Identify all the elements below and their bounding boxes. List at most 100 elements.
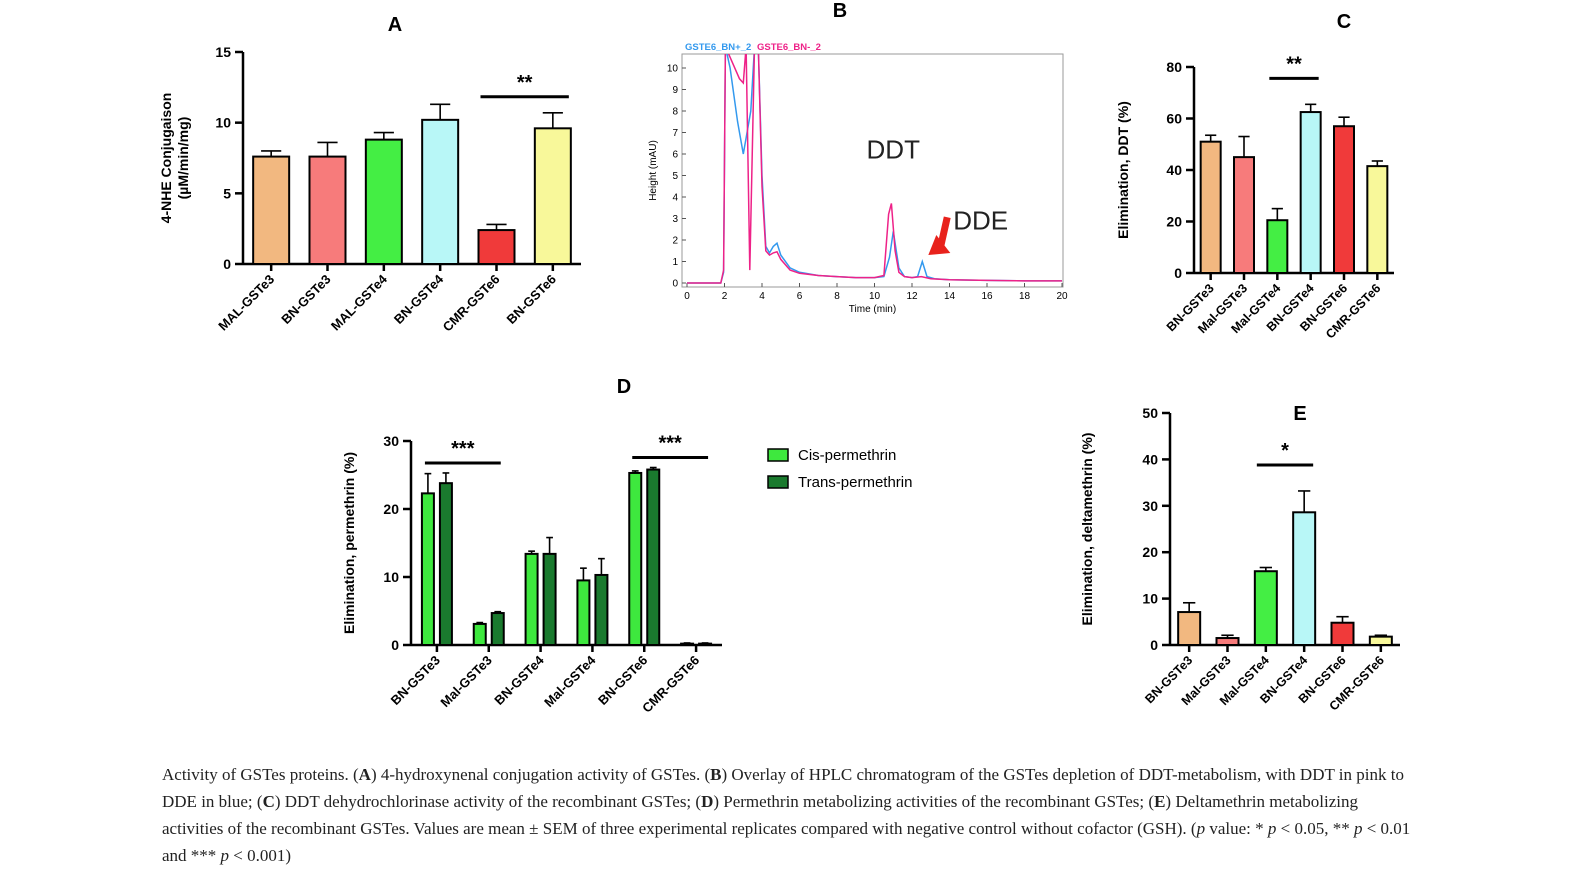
caption-panel-ref: A [358,765,371,784]
bar [1199,140,1222,274]
caption-panel-ref: D [701,792,714,811]
caption-text: ) Permethrin metabolizing activities of … [713,792,1155,811]
arrow-head [928,235,951,256]
y-tick-label: 5 [223,185,231,201]
plot-frame [681,53,1064,288]
panel-letter-b: B [833,0,847,22]
significance-label: *** [451,438,475,460]
y-tick-label: 20 [1166,214,1182,230]
y-tick-label: 40 [1142,451,1158,467]
y-axis-label: 4-NHE Conjugaison [158,93,174,224]
caption-panel-ref: E [1154,792,1166,811]
bar [1333,125,1355,274]
x-tick-label: 16 [981,291,993,302]
bar [1253,570,1278,646]
caption-text: ) Overlay of HPLC chromatogram of the GS… [162,765,1404,811]
y-tick-label: 7 [672,128,678,139]
y-tick-label: 0 [672,279,678,290]
bar [364,138,403,265]
y-tick-label: 10 [667,64,679,75]
bar [252,155,291,265]
category-label: BN-GSTe3 [388,653,443,708]
bar [1366,165,1389,274]
y-tick-label: 0 [223,256,231,272]
bar [1233,156,1255,274]
significance-label: *** [658,433,682,455]
y-tick-label: 0 [1174,265,1182,281]
x-tick-label: 0 [684,291,690,302]
x-tick-label: 20 [1056,291,1068,302]
panel-d-chart: 0 10 20 30 Elimination, permethrin (%) BN-GST… [341,433,912,716]
legend-swatch [767,448,789,462]
y-tick-label: 3 [672,214,678,225]
significance-label: * [1281,440,1289,462]
bar [576,579,591,647]
caption-text: ) DDT dehydrochlorinase activity of the … [274,792,702,811]
x-tick-label: 2 [722,291,728,302]
caption-p-symbol: p [220,846,230,865]
y-tick-label: 10 [383,569,399,585]
caption-p-symbol: p [1196,819,1206,838]
category-label: MAL-GSTe4 [328,271,391,334]
bar [490,612,505,646]
caption-panel-ref: B [710,765,722,784]
y-tick-label: 10 [1142,591,1158,607]
y-tick-label: 2 [672,236,678,247]
bar [1299,111,1322,274]
panel-letter-e: E [1293,403,1306,425]
y-tick-label: 0 [1150,637,1158,653]
caption-panel-ref: C [262,792,275,811]
y-tick-label: 20 [383,501,399,517]
bar [477,229,516,265]
bar [698,642,713,647]
caption-text: < 0.05, ** [1276,819,1354,838]
y-tick-label: 10 [215,115,231,131]
caption-text: value: * [1205,819,1268,838]
panel-letter-a: A [388,14,402,36]
category-label: BN-GSTe6 [595,653,650,708]
bar [1368,635,1393,647]
x-tick-label: 12 [906,291,918,302]
caption-text: ) Deltamethrin metabolizing activities o… [162,792,1359,838]
y-tick-label: 40 [1166,162,1182,178]
y-tick-label: 8 [672,107,678,118]
panel-a-chart: 0 5 10 15 4-NHE Conjugaison (µM/min/mg) MAL-GS… [158,44,581,335]
category-label: BN-GSTe6 [504,272,559,327]
category-label: CMR-GSTe6 [440,272,503,335]
bar [1266,219,1289,274]
y-tick-label: 80 [1166,59,1182,75]
y-axis-label: Elimination, permethrin (%) [341,452,357,634]
bar [628,471,643,646]
bar [421,118,460,265]
y-axis-label: Elimination, DDT (%) [1115,101,1131,239]
bar [1215,637,1240,646]
legend-label: Trans-permethrin [798,474,912,491]
y-tick-label: 0 [391,637,399,653]
y-tick-label: 5 [672,171,678,182]
bar [533,127,572,265]
bar [308,155,347,265]
bar [438,482,453,646]
bar [1330,621,1355,647]
y-axis-label: (µM/min/mg) [175,117,191,200]
bar [1177,611,1202,647]
y-axis-label: Height (mAU) [648,140,659,201]
y-tick-label: 1 [672,257,678,268]
bar [680,642,695,647]
y-tick-label: 30 [383,433,399,449]
figure-caption: Activity of GSTes proteins. (A) 4-hydrox… [162,761,1412,869]
category-label: Mal-GSTe4 [541,652,599,710]
caption-text: Activity of GSTes proteins. ( [162,765,359,784]
bar [594,573,609,647]
x-tick-label: 10 [869,291,881,302]
panel-letter-d: D [617,376,631,398]
caption-text: ) 4-hydroxynenal conjugation activity of… [370,765,711,784]
category-label: BN-GSTe3 [278,272,333,327]
x-tick-label: 14 [944,291,956,302]
bar [524,552,539,647]
bar [1292,511,1317,647]
legend-swatch [767,475,789,489]
series-line [687,54,1062,284]
